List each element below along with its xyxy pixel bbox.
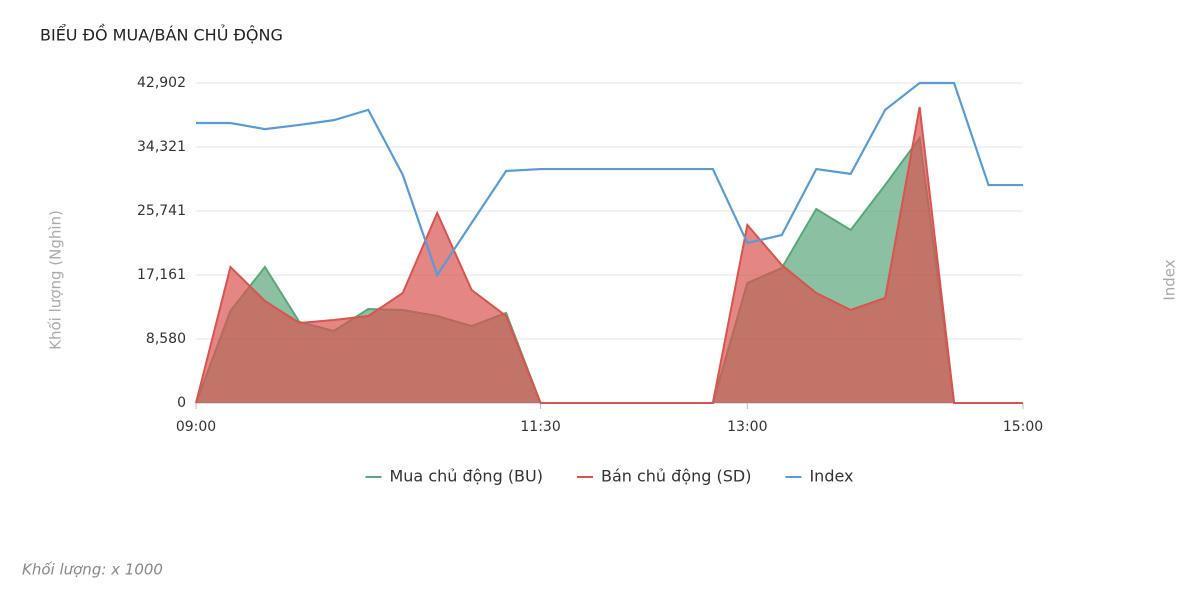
area [196, 106, 1023, 404]
legend-label: Index [809, 467, 853, 486]
chart-title: BIỂU ĐỒ MUA/BÁN CHỦ ĐỘNG [40, 24, 283, 45]
footnote: Khối lượng: x 1000 [22, 561, 163, 579]
y-tick-label: 34,321 [137, 139, 186, 155]
y-tick-label: 25,741 [137, 203, 186, 219]
legend-label: Mua chủ động (BU) [389, 467, 543, 486]
x-tick-label: 13:00 [727, 419, 767, 435]
y-tick-label: 42,902 [137, 75, 186, 91]
area-line [195, 106, 1023, 404]
y2-axis-label: Index [1161, 259, 1179, 300]
y-tick-label: 8,580 [146, 331, 186, 347]
y-tick-label: 17,161 [137, 267, 186, 283]
line [196, 81, 1023, 278]
y-tick-label: 0 [177, 395, 186, 411]
legend-label: Bán chủ động (SD) [601, 467, 751, 486]
y-axis-label: Khối lượng (Nghìn) [47, 210, 65, 350]
x-tick-label: 15:00 [1003, 419, 1043, 435]
x-tick-label: 09:00 [176, 419, 216, 435]
x-tick-label: 11:30 [520, 419, 560, 435]
